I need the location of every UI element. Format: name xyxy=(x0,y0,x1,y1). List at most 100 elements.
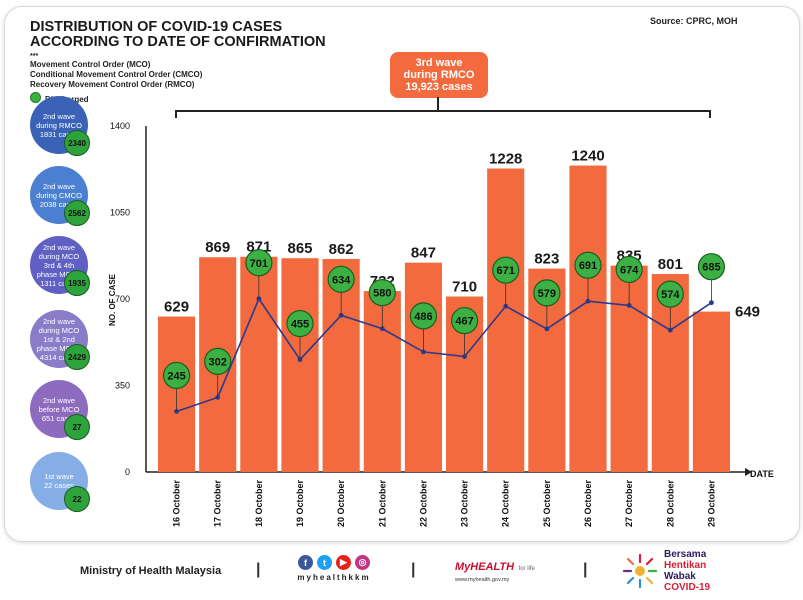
title-line-2: ACCORDING TO DATE OF CONFIRMATION xyxy=(30,34,326,50)
wave-discharged-badge: 1935 xyxy=(64,270,90,296)
wave-circle-text: during MCO xyxy=(38,251,80,261)
discharged-marker xyxy=(162,361,191,390)
bar-value-label: 869 xyxy=(205,239,230,256)
wave-circle-text: during RMCO xyxy=(36,120,82,130)
discharged-marker xyxy=(492,256,520,284)
discharged-marker-label: 580 xyxy=(373,288,391,300)
social-handle[interactable]: myhealthkkm xyxy=(297,573,371,582)
discharged-marker xyxy=(327,265,355,293)
discharged-marker-label: 579 xyxy=(538,288,556,300)
myhealth-logo[interactable]: MyHEALTH for life www.myhealth.gov.my xyxy=(455,557,535,583)
wave-circle-5: 2nd wave before MCO 651 cases 27 xyxy=(30,380,90,440)
bar xyxy=(487,168,525,472)
social-icons: f t ▶ ◎ xyxy=(288,555,380,570)
callout-line-1: 3rd wave xyxy=(415,57,463,69)
bar xyxy=(281,258,319,472)
footer-separator: | xyxy=(411,561,416,578)
social-links: f t ▶ ◎ myhealthkkm xyxy=(288,555,380,582)
y-axis-label: NO. OF CASE xyxy=(108,273,117,326)
wave-circle-text: phase MCO - xyxy=(36,269,82,279)
discharged-marker-label: 486 xyxy=(414,311,432,323)
youtube-icon[interactable]: ▶ xyxy=(336,555,351,570)
bar-value-label: 649 xyxy=(735,304,760,321)
wave-circle-3: 2nd wave during MCO 3rd & 4th phase MCO -13… xyxy=(30,236,90,296)
facebook-icon[interactable]: f xyxy=(298,555,313,570)
x-tick-label: 23 October xyxy=(460,480,470,528)
wave-circle-text: phase MCO - xyxy=(36,343,82,353)
wave-circle-1: 2nd wave during RMCO 1831 cases 2340 xyxy=(30,96,90,156)
bersama-logo: Bersama Hentikan Wabak COVID-19 xyxy=(622,549,710,593)
legend-item-mco: Movement Control Order (MCO) xyxy=(30,60,151,69)
discharged-marker xyxy=(368,279,396,307)
wave-circle-text: 3rd & 4th xyxy=(43,260,75,270)
discharged-marker-label: 671 xyxy=(497,265,515,277)
x-tick-label: 29 October xyxy=(706,480,716,528)
myhealth-url[interactable]: www.myhealth.gov.my xyxy=(455,577,510,583)
wave-circle-text: before MCO xyxy=(38,404,80,414)
callout-line-3: 19,923 cases xyxy=(405,81,473,93)
discharged-marker xyxy=(615,255,643,284)
discharged-marker-label: 674 xyxy=(620,264,639,276)
bar-value-label: 629 xyxy=(164,299,189,316)
bar-value-label: 847 xyxy=(411,245,436,262)
wave-circle-2: 2nd wave during CMCO 2038 cases 2562 xyxy=(30,166,90,226)
bar-value-label: 801 xyxy=(658,256,683,273)
discharged-marker xyxy=(656,280,684,308)
myhealth-name: MyHEALTH xyxy=(455,561,515,573)
discharged-marker-label: 634 xyxy=(332,274,351,286)
bar xyxy=(692,311,730,472)
wave-circle-text: 1831 cases xyxy=(39,129,79,139)
discharged-marker-label: 467 xyxy=(455,316,473,328)
legend-item-rmco: Recovery Movement Control Order (RMCO) xyxy=(30,80,195,89)
x-tick-label: 20 October xyxy=(336,480,346,528)
callout-line-2: during RMCO xyxy=(403,69,475,81)
x-tick-label: 19 October xyxy=(295,480,305,528)
wave-discharged-badge: 27 xyxy=(64,414,90,440)
y-tick-label: 1400 xyxy=(110,121,130,131)
discharged-marker xyxy=(204,347,232,375)
x-tick-label: 21 October xyxy=(377,480,387,528)
x-tick-label: 25 October xyxy=(542,480,552,528)
wave-circle-text: 2nd wave xyxy=(42,111,76,121)
wave-circle-4: 2nd wave during MCO 1st & 2nd phase MCO -43… xyxy=(30,310,90,370)
discharged-marker-label: 245 xyxy=(167,370,185,382)
y-tick-label: 0 xyxy=(125,467,130,477)
y-tick-label: 700 xyxy=(115,294,130,304)
discharged-marker xyxy=(245,249,273,277)
discharged-marker xyxy=(533,279,561,307)
wave-circle-text: 4314 cases xyxy=(39,352,79,362)
discharged-dot-icon xyxy=(30,92,41,103)
wave-circle-6: 1st wave 22 cases 22 xyxy=(30,452,90,512)
wave-circle-text: 2nd wave xyxy=(42,316,76,326)
wave-circle-text: 2nd wave xyxy=(42,242,76,252)
wave-circle-text: during MCO xyxy=(38,325,80,335)
myhealth-sub: for life xyxy=(518,566,535,572)
wave-circle-text: 2nd wave xyxy=(42,395,76,405)
wave-circle-text: 651 cases xyxy=(41,413,77,423)
x-tick-label: 18 October xyxy=(254,480,264,528)
legend-item-cmco: Conditional Movement Control Order (CMCO… xyxy=(30,70,203,79)
wave-discharged-badge: 2340 xyxy=(64,130,90,156)
x-tick-label: 27 October xyxy=(624,480,634,528)
twitter-icon[interactable]: t xyxy=(317,555,332,570)
source-label: Source: CPRC, MOH xyxy=(650,16,738,26)
bersama-line-1: Bersama xyxy=(664,549,707,560)
x-axis-arrow xyxy=(745,468,752,476)
instagram-icon[interactable]: ◎ xyxy=(355,555,370,570)
bersama-line-2: Hentikan xyxy=(664,560,707,571)
footer-separator: | xyxy=(256,561,261,578)
ministry-label: Ministry of Health Malaysia xyxy=(80,565,222,577)
bar xyxy=(404,262,442,472)
bar-value-label: 1228 xyxy=(489,151,522,168)
bersama-text: Bersama Hentikan Wabak COVID-19 xyxy=(664,549,710,593)
discharged-marker xyxy=(697,253,726,281)
wave-bracket xyxy=(175,110,711,118)
footer-separator: | xyxy=(583,561,588,578)
discharged-marker xyxy=(450,306,479,335)
wave-circle-text: 1st wave xyxy=(44,472,74,481)
footer: Ministry of Health Malaysia | f t ▶ ◎ myhea… xyxy=(0,545,803,600)
discharged-marker xyxy=(574,251,602,279)
legend-mark: *** xyxy=(30,53,39,60)
discharged-line xyxy=(176,297,712,413)
